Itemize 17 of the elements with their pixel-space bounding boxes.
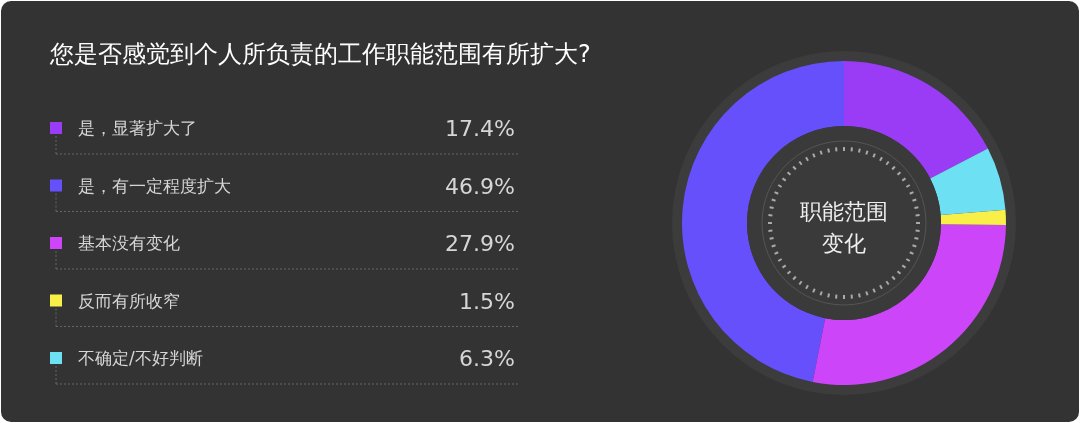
legend-label: 是，显著扩大了 — [78, 118, 197, 138]
legend-label: 是，有一定程度扩大 — [78, 175, 231, 196]
donut-slice — [812, 224, 1006, 385]
legend-label: 基本没有变化 — [78, 233, 180, 253]
data-label: 46.9% — [445, 173, 515, 199]
data-label: 6.3% — [459, 346, 515, 371]
donut-slice — [930, 148, 1006, 216]
donut-slice — [682, 61, 844, 382]
chart-title: 您是否感觉到个人所负责的工作职能范围有所扩大? — [49, 40, 591, 68]
data-label: 27.9% — [445, 231, 515, 256]
data-label: 17.4% — [445, 116, 515, 141]
donut-slice — [940, 209, 1006, 226]
data-label: 1.5% — [459, 288, 515, 314]
donut-slice — [844, 61, 988, 179]
legend-label: 不确定/不好判断 — [78, 348, 203, 368]
legend-label: 反而有所收窄 — [78, 290, 180, 311]
text: 职能范围变化 — [800, 199, 888, 256]
